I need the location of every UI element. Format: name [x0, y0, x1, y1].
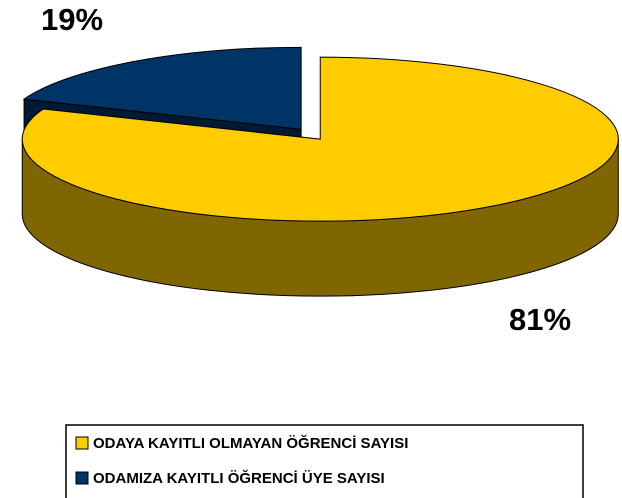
- legend-swatch: [75, 471, 89, 485]
- legend-label: ODAYA KAYITLI OLMAYAN ÖĞRENCİ SAYISI: [93, 434, 408, 452]
- data-label: 81%: [509, 302, 571, 337]
- legend-swatch: [75, 436, 89, 450]
- pie: [21, 46, 619, 297]
- legend-box: [65, 424, 584, 498]
- data-label: 19%: [41, 2, 103, 37]
- legend-label: ODAMIZA KAYITLI ÖĞRENCİ ÜYE SAYISI: [93, 469, 385, 487]
- pie-slice: [22, 46, 302, 130]
- pie-slice: [21, 56, 619, 222]
